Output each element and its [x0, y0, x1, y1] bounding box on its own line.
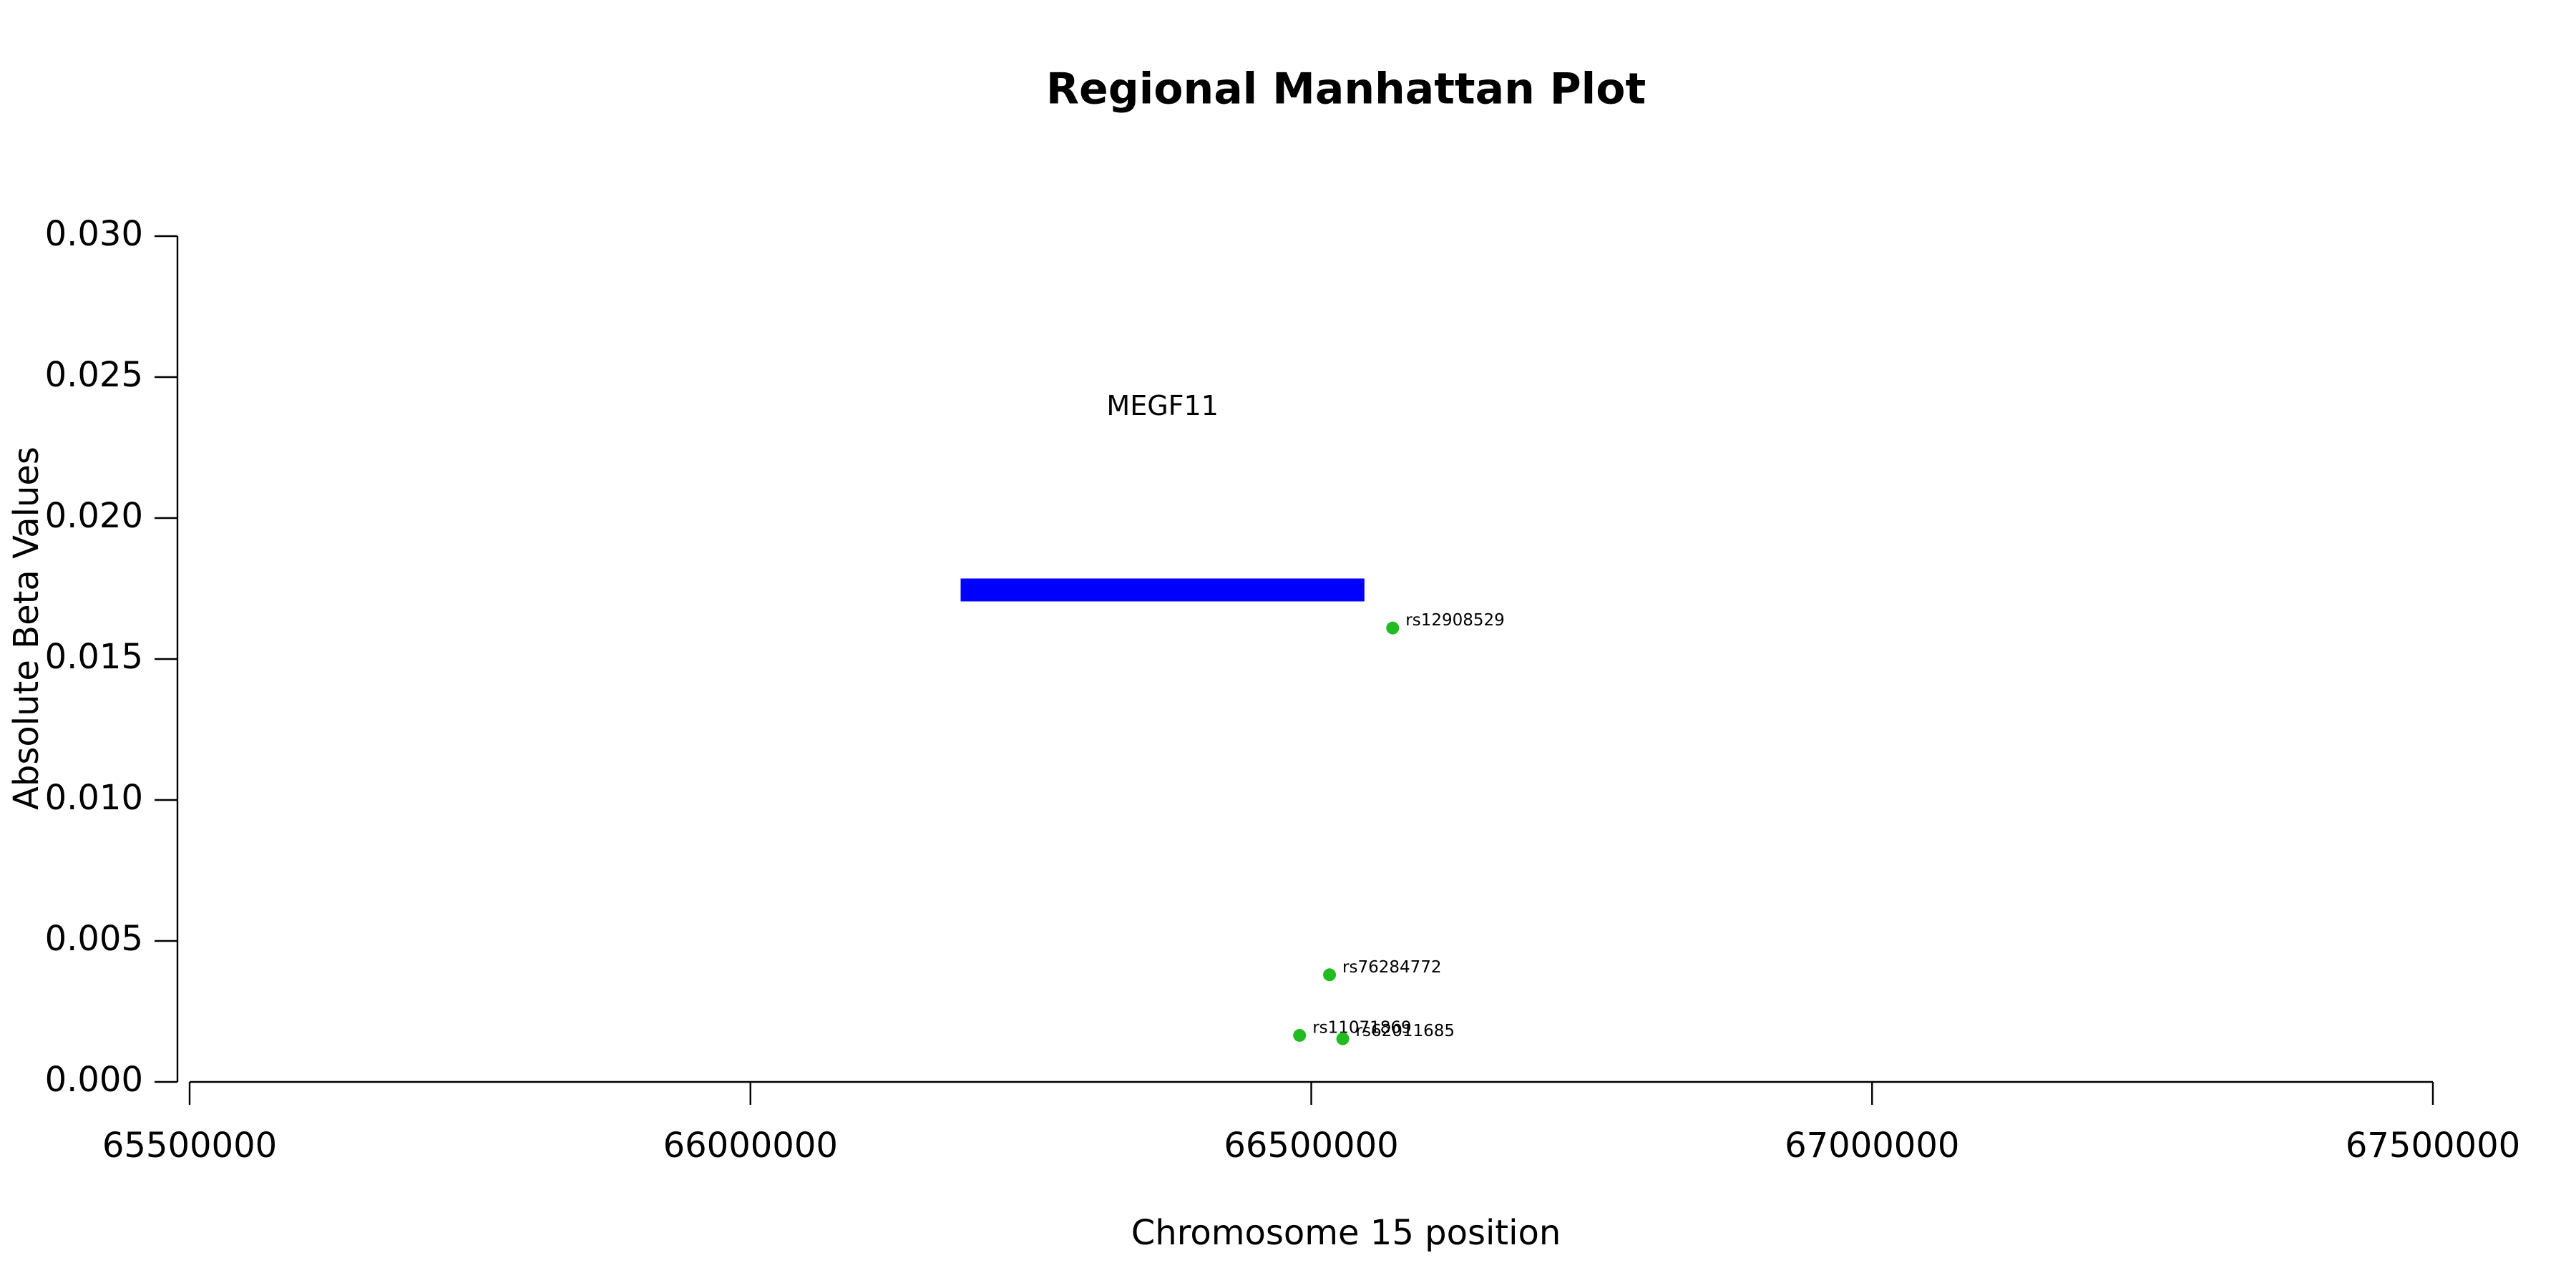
x-tick-label: 66000000 — [663, 1126, 838, 1166]
data-point — [1336, 1032, 1350, 1045]
y-axis-label: Absolute Beta Values — [6, 447, 47, 810]
y-tick-label: 0.020 — [45, 496, 143, 536]
y-tick-label: 0.000 — [45, 1060, 143, 1100]
gene-bar — [960, 578, 1365, 602]
data-point — [1293, 1028, 1307, 1042]
y-tick-label: 0.005 — [45, 919, 143, 959]
gene-label: MEGF11 — [1106, 390, 1218, 421]
x-tick-label: 66500000 — [1224, 1126, 1398, 1166]
y-tick-label: 0.030 — [45, 214, 143, 254]
x-tick-label: 67500000 — [2346, 1126, 2520, 1166]
x-tick-label: 65500000 — [102, 1126, 277, 1166]
x-axis-label: Chromosome 15 position — [1131, 1213, 1561, 1253]
point-label: rs12908529 — [1405, 611, 1505, 630]
y-tick-label: 0.015 — [45, 637, 143, 677]
x-tick-label: 67000000 — [1785, 1126, 1959, 1166]
y-tick-label: 0.010 — [45, 778, 143, 818]
data-point — [1323, 968, 1337, 982]
data-point — [1386, 621, 1400, 635]
chart-title: Regional Manhattan Plot — [1046, 64, 1646, 114]
point-label: rs11071869 — [1312, 1018, 1412, 1037]
y-tick-label: 0.025 — [45, 355, 143, 395]
point-label: rs62011685 — [1356, 1022, 1455, 1040]
point-label: rs76284772 — [1342, 958, 1442, 977]
